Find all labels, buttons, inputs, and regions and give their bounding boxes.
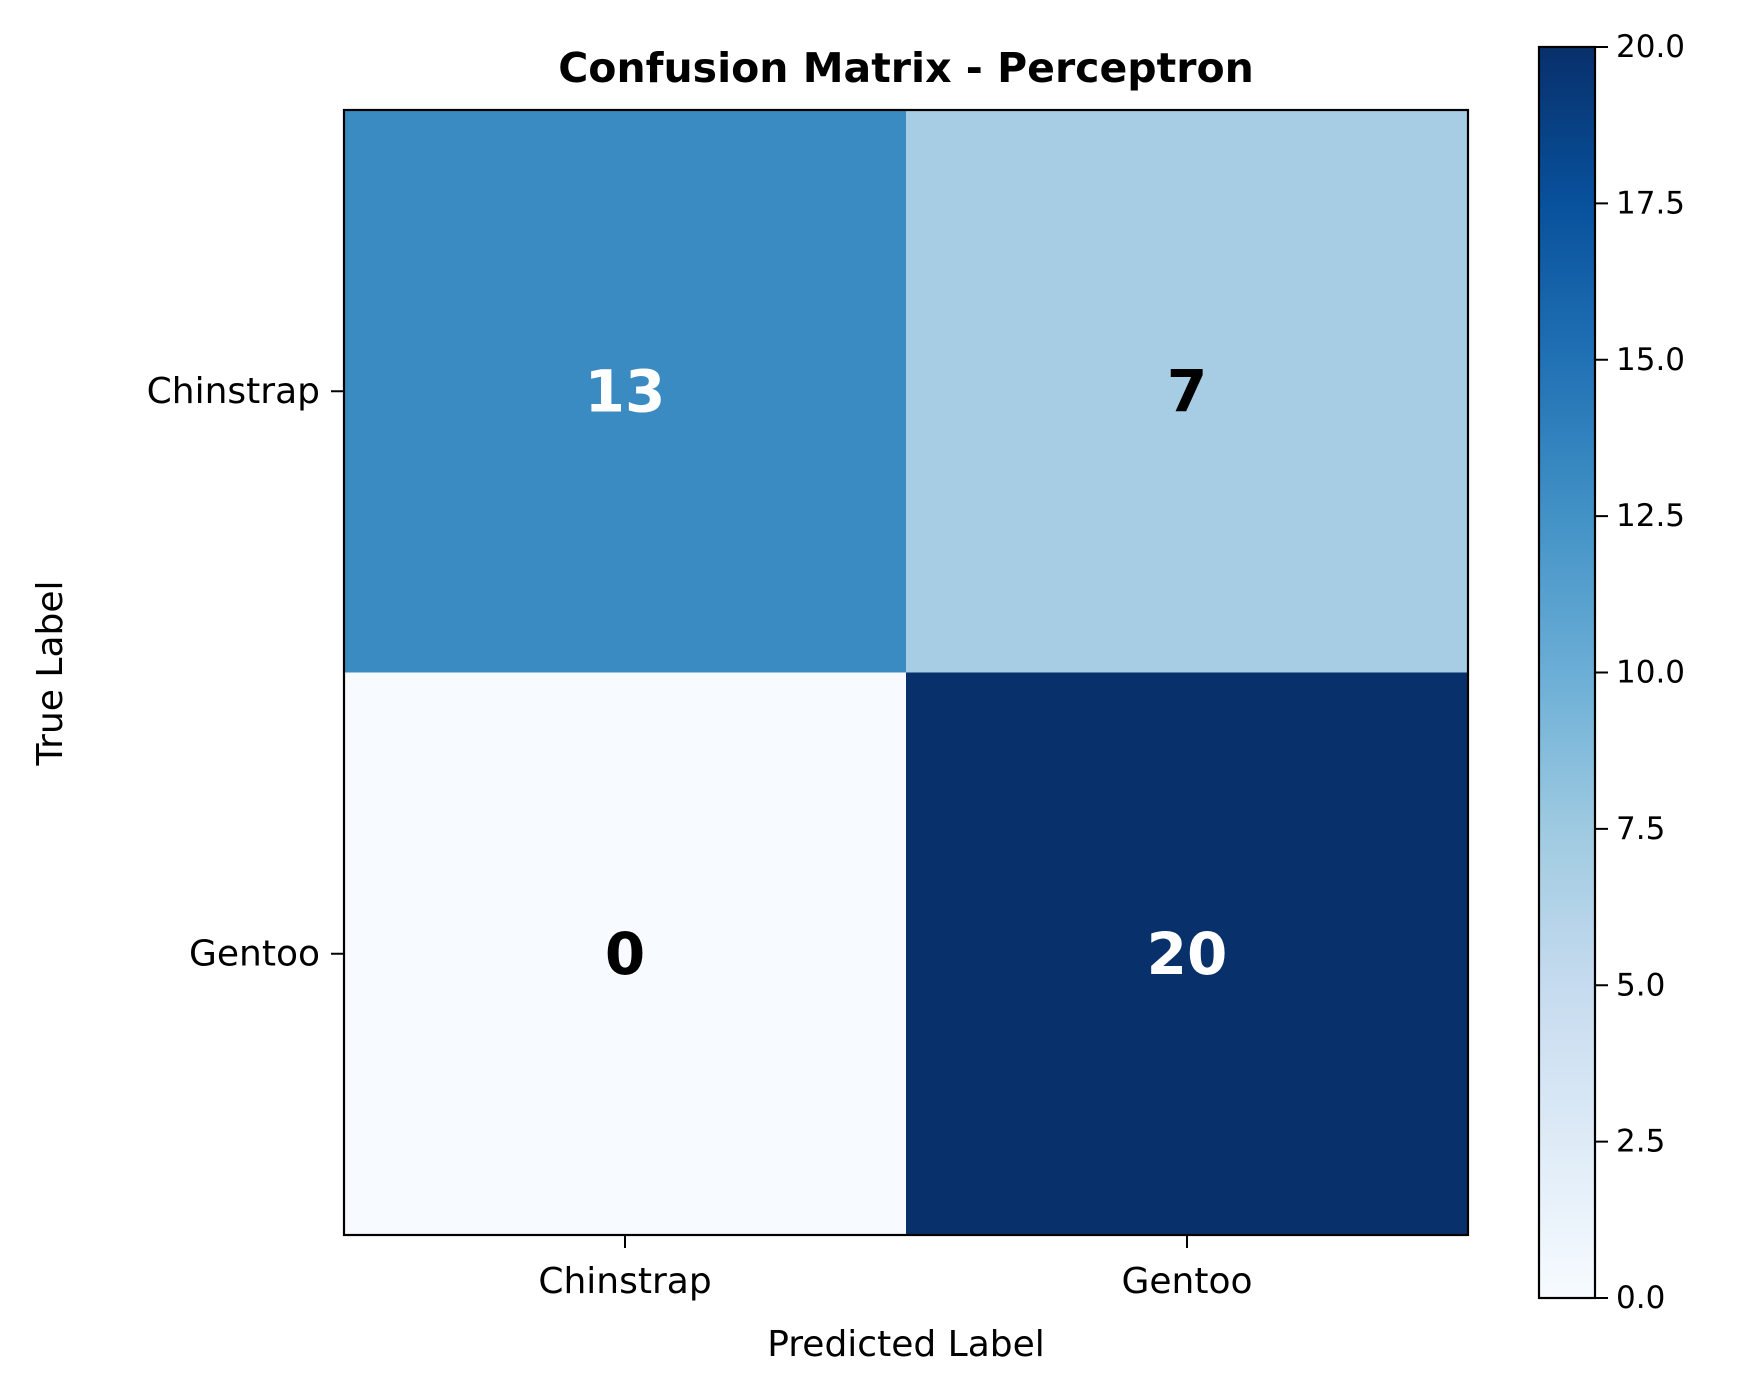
heatmap-cell-r1-c0 [344, 672, 907, 1236]
colorbar-tick-label: 5.0 [1616, 967, 1665, 1003]
heatmap-cells [344, 110, 1469, 1236]
heatmap-cell-r0-c1 [906, 110, 1469, 673]
colorbar-tick-label: 2.5 [1616, 1124, 1665, 1160]
colorbar-tick-label: 12.5 [1616, 498, 1685, 534]
plot-frame [342, 108, 1470, 1237]
x-tick-label: Chinstrap [538, 1261, 711, 1302]
colorbar-ticks: 0.0 2.5 5.0 7.5 10.0 12.5 15.0 17.5 20.0 [1595, 29, 1685, 1316]
colorbar-tick-label: 17.5 [1616, 185, 1685, 221]
colorbar-tick-label: 7.5 [1616, 811, 1665, 847]
heatmap-cell-r1-c1 [906, 672, 1469, 1236]
y-tick-label: Gentoo [189, 933, 320, 974]
x-axis-ticks: Chinstrap Gentoo [538, 1235, 1253, 1302]
x-axis-label: Predicted Label [767, 1324, 1045, 1365]
cell-value-r0-c1: 7 [1167, 357, 1207, 425]
heatmap-cell-labels: 13 7 0 20 [585, 357, 1228, 988]
y-axis-label: True Label [30, 580, 71, 766]
x-tick-label: Gentoo [1121, 1261, 1252, 1302]
colorbar-tick-label: 20.0 [1616, 29, 1685, 65]
cell-value-r1-c0: 0 [605, 920, 645, 988]
y-tick-label: Chinstrap [147, 371, 320, 412]
colorbar-tick-label: 15.0 [1616, 342, 1685, 378]
colorbar-tick-label: 10.0 [1616, 655, 1685, 691]
y-axis-ticks: Chinstrap Gentoo [147, 371, 344, 974]
heatmap-cell-r0-c0 [344, 110, 907, 673]
chart-title: Confusion Matrix - Perceptron [558, 44, 1254, 92]
colorbar-tick-label: 0.0 [1616, 1280, 1665, 1316]
cell-value-r0-c0: 13 [585, 357, 666, 425]
colorbar [1537, 45, 1597, 1300]
cell-value-r1-c1: 20 [1147, 920, 1228, 988]
